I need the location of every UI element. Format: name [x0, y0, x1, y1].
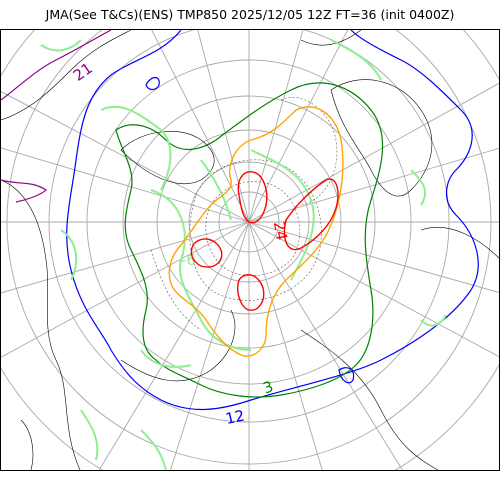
isotherm-12-line: [338, 367, 355, 384]
isotherm-m15: [168, 106, 344, 357]
coastline: [120, 130, 215, 184]
meridian: [248, 221, 403, 470]
isotherm-m6-line: [200, 159, 232, 221]
isotherm-12-line: [145, 76, 160, 91]
meridian: [1, 147, 250, 223]
isotherm-21-line: [1, 30, 112, 101]
meridian: [197, 30, 250, 223]
isotherm-3-label: 3: [261, 377, 276, 397]
isotherm-3-line: [115, 82, 384, 398]
isotherm-m6-line: [80, 409, 99, 461]
isotherm-m24-label: 24: [270, 220, 291, 242]
isotherm-m6-line: [60, 229, 78, 281]
coastline: [1, 30, 132, 121]
coastline: [1, 179, 81, 470]
coastline: [120, 309, 236, 382]
meridian: [248, 30, 304, 223]
isotherm-m6-line: [250, 149, 315, 281]
meridian: [98, 221, 250, 470]
meridian: [151, 30, 250, 223]
meridian: [1, 221, 250, 294]
isotherm-m6-line: [100, 105, 172, 191]
isotherm-m6-line: [420, 314, 447, 327]
isotherm-12-label: 12: [224, 406, 246, 428]
meridian: [248, 221, 499, 293]
meridian: [248, 30, 349, 223]
meridian: [248, 221, 323, 470]
meridian: [248, 221, 499, 358]
isotherm-12: [66, 30, 479, 410]
coastline: [330, 79, 433, 197]
isotherm-m6-line: [150, 189, 252, 351]
isotherm-m6: [40, 39, 447, 470]
isotherm-m24-line: [237, 171, 268, 224]
isotherm-m6-line: [330, 39, 382, 81]
isotherm-m6-line: [410, 169, 427, 206]
isotherm-21-line: [1, 179, 47, 203]
coastline: [300, 329, 439, 470]
isotherm-m6-line: [40, 39, 82, 52]
isotherm-m24-line: [237, 274, 265, 311]
map-panel: 21 12 3 -6: [0, 29, 500, 471]
isotherm-m6-line: [140, 429, 167, 470]
isotherm-21: [1, 30, 112, 203]
meridians: [1, 30, 499, 470]
meridian: [1, 91, 250, 223]
coastline: [420, 227, 499, 259]
polar-map: 21 12 3 -6: [1, 30, 499, 470]
cold-dashed-contours: [150, 97, 338, 331]
isotherm-m24-line: [283, 178, 339, 251]
coastline: [300, 30, 362, 46]
chart-title: JMA(See T&Cs)(ENS) TMP850 2025/12/05 12Z…: [45, 7, 455, 22]
meridian: [248, 147, 499, 223]
meridian: [248, 82, 499, 223]
meridian: [170, 221, 250, 470]
isotherm-m24: [190, 171, 339, 311]
isotherm-12-line: [66, 30, 479, 410]
isotherm-m6-line: [140, 349, 192, 368]
dashed-contour: [150, 249, 202, 331]
coastline: [20, 419, 34, 470]
dashed-contour: [205, 181, 301, 276]
dashed-contour: [280, 97, 338, 206]
isotherm-21-label: 21: [70, 59, 96, 85]
coastlines: [1, 30, 499, 470]
isotherm-m24-line: [190, 238, 223, 268]
isotherm-3: [115, 82, 384, 398]
meridian: [1, 221, 250, 358]
dashed-contour: [189, 159, 322, 301]
isotherm-m15-line: [168, 106, 344, 357]
